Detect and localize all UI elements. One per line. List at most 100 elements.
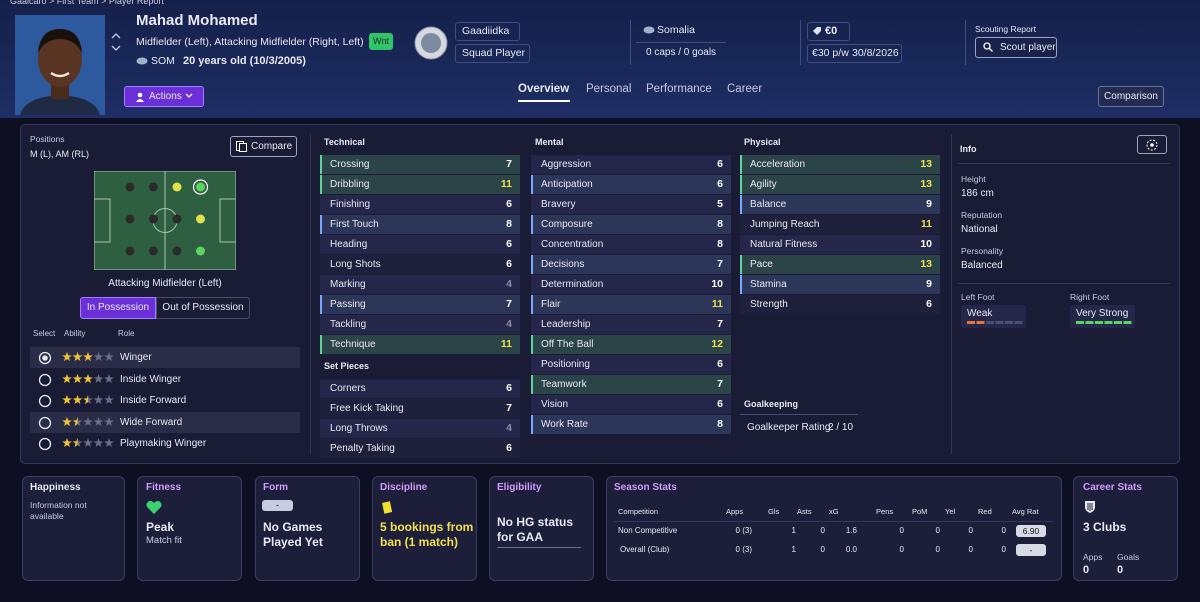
club-box <box>455 22 520 41</box>
attribute-row <box>740 215 940 234</box>
career-goals: 0 <box>1117 564 1124 576</box>
stats-cell: 0 <box>899 526 904 535</box>
icon <box>989 48 993 52</box>
star <box>72 352 83 362</box>
info-label: Height <box>961 174 986 184</box>
star <box>72 373 83 383</box>
fitness-detail: Match fit <box>146 535 182 546</box>
attribute-name: Teamwork <box>541 379 587 390</box>
stats-column-header: Yel <box>945 507 956 516</box>
info-value: National <box>961 224 998 235</box>
attribute-value: 7 <box>717 318 723 330</box>
foot-level <box>967 321 985 324</box>
star <box>104 395 114 405</box>
attribute-name: Corners <box>330 383 366 394</box>
radio <box>38 394 52 408</box>
stars-filled <box>62 438 78 448</box>
attribute-name: Technique <box>330 339 376 350</box>
stats-cell: 0 (3) <box>735 526 752 535</box>
tab[interactable]: Overview <box>518 83 570 95</box>
career-clubs: 3 Clubs <box>1083 520 1127 534</box>
stars-filled <box>62 373 93 383</box>
star <box>104 373 114 383</box>
attribute-value: 11 <box>500 338 512 350</box>
compare-button[interactable]: Compare <box>230 136 297 157</box>
stats-cell: 0 (3) <box>735 545 752 554</box>
tab[interactable]: Performance <box>646 83 712 95</box>
info-icon-button[interactable] <box>1137 135 1167 154</box>
foot-rating: Weak <box>967 308 993 319</box>
attribute-value: 12 <box>711 338 723 350</box>
stats-cell: 0.0 <box>845 545 857 554</box>
attribute-row <box>320 235 520 254</box>
possession-toggle[interactable]: Out of Possession <box>156 297 250 319</box>
club-crest <box>414 26 448 60</box>
eligibility-text: No HG status for GAA <box>497 515 581 548</box>
icon <box>1087 503 1093 511</box>
attribute-name: Leadership <box>541 319 591 330</box>
attribute-row <box>320 175 520 194</box>
attribute-name: Positioning <box>541 359 590 370</box>
info-value: 186 cm <box>961 188 994 199</box>
tab[interactable]: Personal <box>586 83 632 95</box>
foot-segment-bg <box>986 321 994 324</box>
attribute-name: Passing <box>330 299 366 310</box>
star <box>104 352 114 362</box>
role-column-header: Role <box>118 329 135 338</box>
attribute-group-title: Set Pieces <box>324 361 370 371</box>
star <box>62 352 72 362</box>
attribute-name: Dribbling <box>330 179 370 190</box>
radio <box>38 437 52 451</box>
star <box>62 416 72 426</box>
comparison-button[interactable]: Comparison <box>1098 86 1164 107</box>
attribute-value: 7 <box>717 258 723 270</box>
player-value: €0 <box>825 25 838 37</box>
attribute-value: 7 <box>506 298 512 310</box>
attribute-name: Heading <box>330 239 368 250</box>
attribute-name: Aggression <box>541 159 592 170</box>
star <box>93 373 104 383</box>
attribute-value: 5 <box>717 198 723 210</box>
actions-button[interactable]: Actions <box>124 86 204 107</box>
caps: 0 caps / 0 goals <box>646 47 717 58</box>
fitness-status: Peak <box>146 520 175 534</box>
info-title: Info <box>960 144 977 154</box>
star <box>83 416 93 426</box>
possession-toggle[interactable]: In Possession <box>80 297 156 319</box>
card-title: Form <box>263 482 288 493</box>
card-title: Fitness <box>146 482 182 493</box>
tab[interactable]: Career <box>727 83 763 95</box>
photo-shoulders <box>20 95 100 115</box>
attribute-row <box>740 295 940 314</box>
foot-segment <box>1114 321 1122 324</box>
attribute-name: Strength <box>750 299 788 310</box>
attribute-row <box>740 175 940 194</box>
radio <box>38 351 52 365</box>
role-stars <box>62 373 114 383</box>
attribute-name: Bravery <box>541 199 576 210</box>
star <box>104 438 114 448</box>
role-stars <box>62 352 114 362</box>
role-radio <box>38 373 52 386</box>
scout-button[interactable]: Scout player <box>975 37 1057 58</box>
stats-column-header: Competition <box>618 507 659 516</box>
star <box>93 395 104 405</box>
info-icon <box>1146 139 1158 151</box>
attribute-row <box>531 155 731 174</box>
attribute-row <box>531 355 731 374</box>
attribute-group-title: Mental <box>535 137 564 147</box>
pitch-dot <box>149 246 158 256</box>
attribute-name: Anticipation <box>541 179 593 190</box>
stars-filled <box>62 395 88 405</box>
stats-cell: Non Competitive <box>618 526 678 535</box>
attribute-row <box>320 255 520 274</box>
discipline-text: 5 bookings from ban (1 match) <box>380 520 474 549</box>
attribute-row <box>531 375 731 394</box>
attribute-row <box>531 195 731 214</box>
attribute-row <box>320 295 520 314</box>
attribute-name: Crossing <box>330 159 370 170</box>
breadcrumb: Gaalcaro > First Team > Player Report <box>10 0 164 6</box>
role-name: Wide Forward <box>120 416 183 428</box>
role-radio <box>38 437 52 451</box>
icon <box>146 501 162 514</box>
